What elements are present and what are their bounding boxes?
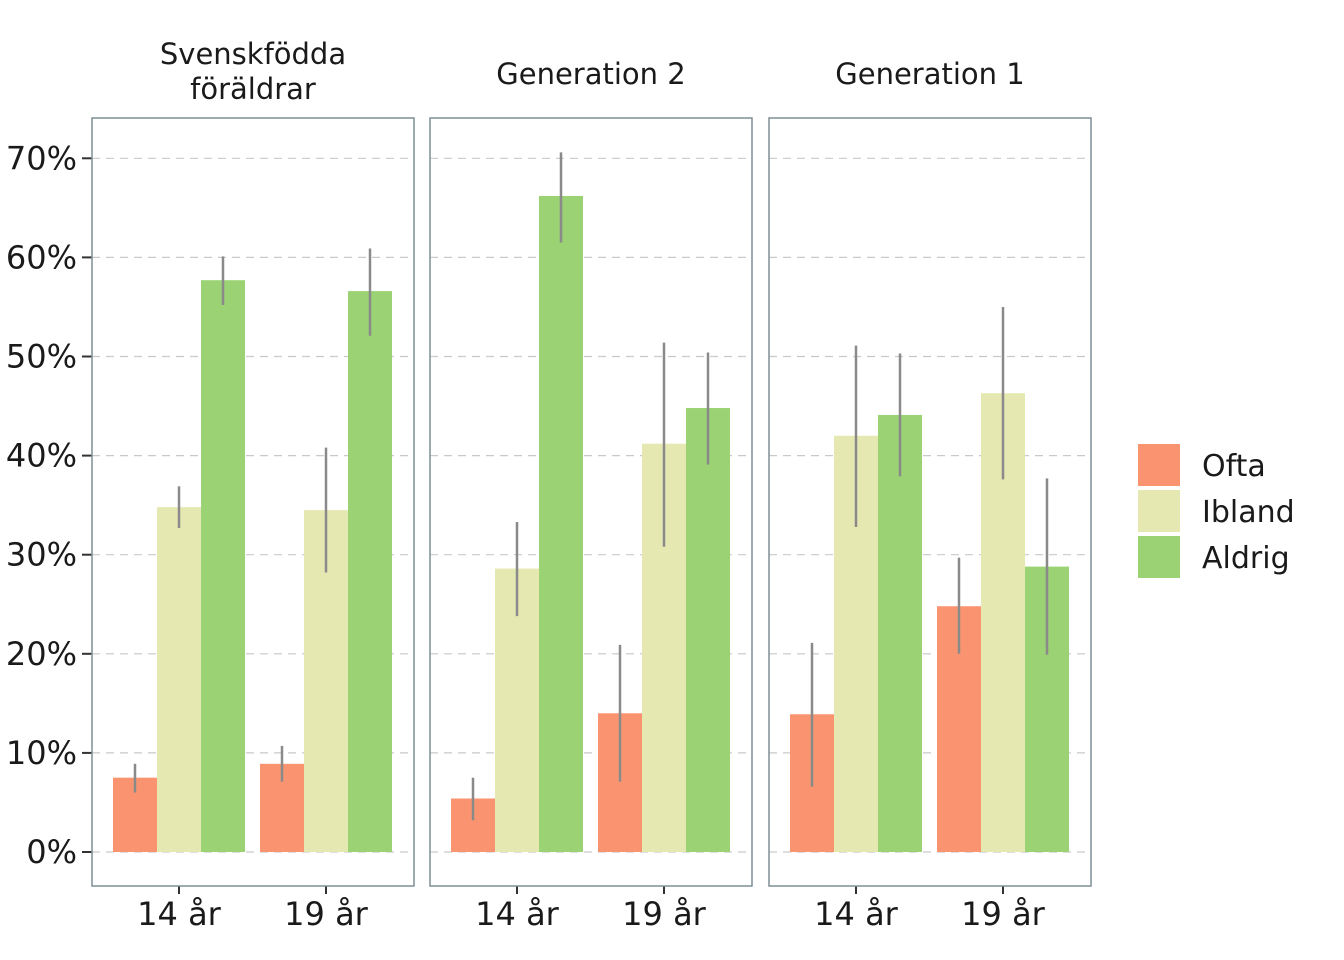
legend-swatch-ibland [1138, 490, 1180, 532]
panel-2: 14 år 19 år Generation 2 [429, 57, 753, 933]
bar-aldrig [878, 414, 922, 852]
panel-title: föräldrar [190, 72, 316, 106]
bar-ibland [157, 507, 201, 852]
x-tick-label: 14 år [814, 895, 899, 933]
y-tick-label: 10% [6, 734, 77, 772]
y-tick-label: 30% [6, 536, 77, 574]
panel-title: Generation 2 [496, 57, 685, 91]
bar-aldrig [348, 291, 392, 852]
panel-border [91, 117, 415, 887]
panel-title: Svenskfödda [160, 37, 346, 71]
y-tick-label: 50% [6, 338, 77, 376]
legend-swatch-aldrig [1138, 536, 1180, 578]
y-tick-label: 0% [26, 833, 77, 871]
y-tick-label: 70% [6, 139, 77, 177]
y-tick-label: 20% [6, 635, 77, 673]
panel-title: Generation 1 [835, 57, 1024, 91]
bar-aldrig [539, 195, 583, 852]
x-tick-label: 19 år [622, 895, 707, 933]
legend-label: Ofta [1202, 449, 1266, 484]
bar-aldrig [201, 280, 245, 852]
x-tick-label: 19 år [961, 895, 1046, 933]
panel-3: 14 år 19 år Generation 1 [768, 57, 1092, 933]
legend-label: Ibland [1202, 495, 1295, 530]
bar-aldrig [686, 408, 730, 852]
y-tick-label: 40% [6, 437, 77, 475]
panel-border [429, 117, 753, 887]
legend-swatch-ofta [1138, 444, 1180, 486]
panel-border [768, 117, 1092, 887]
y-tick-label: 60% [6, 238, 77, 276]
legend: Ofta Ibland Aldrig [1138, 444, 1295, 578]
x-tick-label: 19 år [284, 895, 369, 933]
x-tick-label: 14 år [475, 895, 560, 933]
legend-label: Aldrig [1202, 541, 1290, 576]
x-tick-label: 14 år [137, 895, 222, 933]
